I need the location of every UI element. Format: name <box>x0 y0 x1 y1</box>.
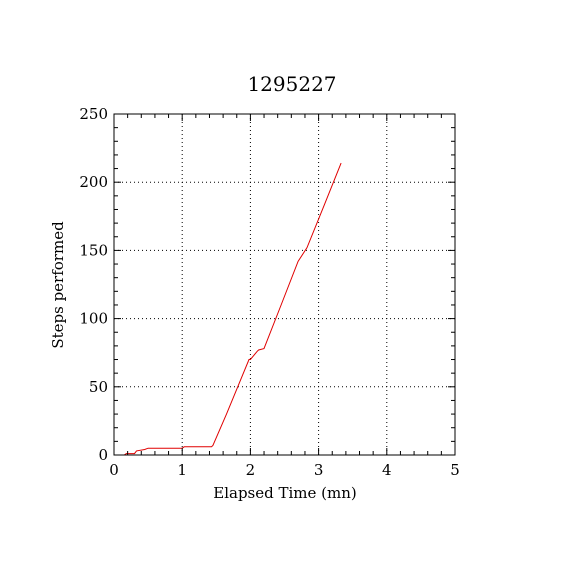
chart-title: 1295227 <box>247 72 336 96</box>
y-tick-label: 50 <box>89 378 108 396</box>
x-tick-label: 5 <box>450 461 460 479</box>
series-line <box>114 162 342 456</box>
plot-frame <box>113 113 456 456</box>
x-tick-label: 4 <box>382 461 392 479</box>
x-tick-label: 0 <box>109 461 119 479</box>
y-tick-label: 100 <box>79 310 108 328</box>
y-tick-label: 0 <box>98 446 108 464</box>
y-tick-label: 150 <box>79 241 108 259</box>
y-axis-title: Steps performed <box>49 221 67 349</box>
series-layer <box>114 162 342 456</box>
x-tick-labels: 0 1 2 3 4 5 <box>109 461 460 479</box>
tick-marks <box>113 113 456 456</box>
x-tick-label: 3 <box>314 461 324 479</box>
x-axis-title: Elapsed Time (mn) <box>213 484 357 502</box>
y-tick-label: 250 <box>79 105 108 123</box>
grid-lines <box>114 114 455 455</box>
x-tick-label: 2 <box>246 461 256 479</box>
y-tick-labels: 0 50 100 150 200 250 <box>79 105 108 464</box>
x-tick-label: 1 <box>177 461 187 479</box>
y-tick-label: 200 <box>79 173 108 191</box>
